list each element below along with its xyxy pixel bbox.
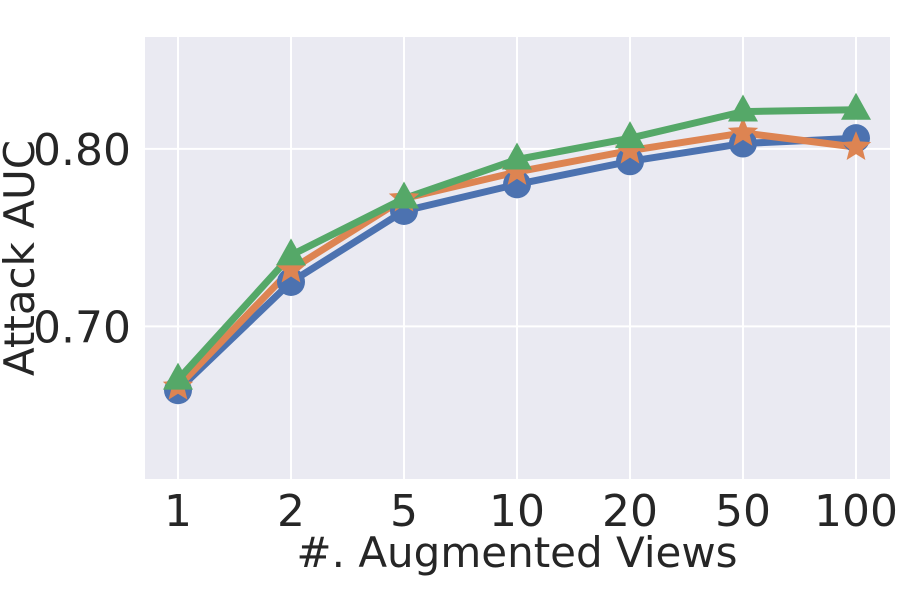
y-tick-labels: 0.70 0.80 [33, 125, 131, 354]
star-marker [275, 253, 307, 283]
x-tick-label: 100 [814, 486, 898, 537]
star-marker [501, 155, 533, 185]
triangle-marker [502, 142, 532, 170]
y-tick-label: 0.80 [33, 125, 131, 176]
y-tick-label: 0.70 [33, 302, 131, 353]
triangle-marker [728, 94, 758, 122]
x-tick-label: 50 [715, 486, 771, 537]
x-tick-label: 1 [164, 486, 192, 537]
triangle-marker [841, 92, 871, 120]
markers-layer [162, 92, 872, 405]
triangle-marker [389, 181, 419, 209]
x-tick-label: 2 [277, 486, 305, 537]
star-marker [727, 116, 759, 146]
x-axis-label: #. Augmented Views [296, 528, 737, 577]
x-tick-label: 5 [390, 486, 418, 537]
x-tick-label: 20 [602, 486, 658, 537]
x-tick-labels: 1 2 5 10 20 50 100 [164, 486, 898, 537]
triangle-marker [163, 362, 193, 390]
x-tick-label: 10 [489, 486, 545, 537]
star-marker [614, 134, 646, 164]
y-axis-label: Attack AUC [0, 140, 44, 376]
triangle-marker [615, 121, 645, 149]
star-marker [840, 131, 872, 160]
triangle-marker [276, 238, 306, 266]
